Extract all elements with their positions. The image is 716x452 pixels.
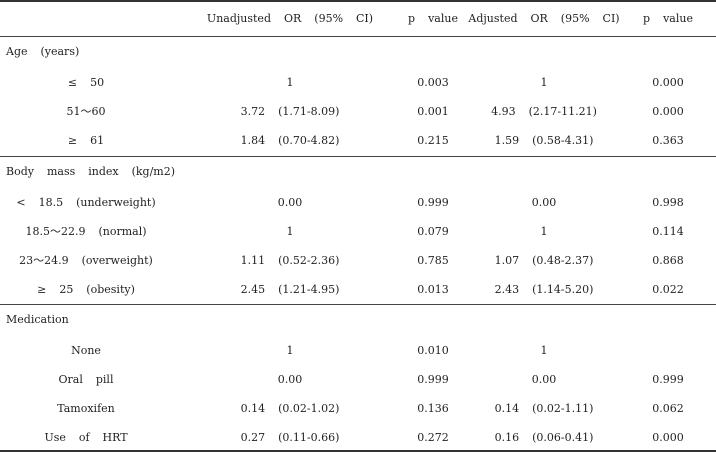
table-row: 18.5～22.9 (normal) 1 0.079 1 0.114 <box>0 217 716 246</box>
p-value-cell: 0.998 <box>652 196 684 209</box>
row-label: 18.5～22.9 (normal) <box>25 225 147 238</box>
adjusted-or-cell: 0.00 <box>531 196 557 209</box>
row-label: < 18.5 (underweight) <box>16 196 156 209</box>
table-row: Oral pill 0.00 0.999 0.00 0.999 <box>0 365 716 394</box>
unadjusted-or-cell: 1 <box>286 344 294 357</box>
p-value-cell: 0.999 <box>417 196 449 209</box>
table-row: 23～24.9 (overweight) 1.11 (0.52-2.36) 0.… <box>0 246 716 275</box>
row-label: ≤ 50 <box>67 76 105 89</box>
row-label: None <box>71 344 101 357</box>
table-row: < 18.5 (underweight) 0.00 0.999 0.00 0.9… <box>0 188 716 217</box>
unadjusted-or-cell: 0.00 <box>277 373 303 386</box>
table-row: None 1 0.010 1 <box>0 336 716 365</box>
table-row: 51～60 3.72 (1.71-8.09) 0.001 4.93 (2.17-… <box>0 97 716 126</box>
adjusted-or-cell: 1.07 (0.48-2.37) <box>494 254 594 267</box>
p-value-cell: 0.003 <box>417 76 449 89</box>
p-value-cell: 0.001 <box>417 105 449 118</box>
table-row: ≥ 61 1.84 (0.70-4.82) 0.215 1.59 (0.58-4… <box>0 126 716 155</box>
adjusted-or-cell: 0.16 (0.06-0.41) <box>494 431 594 444</box>
p-value-cell: 0.136 <box>417 402 449 415</box>
adjusted-or-cell: 1 <box>540 76 548 89</box>
p-value-cell: 0.013 <box>417 283 449 296</box>
p-value-cell <box>620 336 716 365</box>
row-label: ≥ 25 (obesity) <box>37 283 135 296</box>
p-value-cell: 0.999 <box>652 373 684 386</box>
header-p-value-1: p value <box>408 12 458 25</box>
section-title-medication: Medication <box>6 313 69 326</box>
p-value-cell: 0.868 <box>652 254 684 267</box>
table-header-row: Unadjusted OR (95% CI) p value Adjusted … <box>0 4 716 33</box>
header-rule <box>0 36 716 37</box>
unadjusted-or-cell: 0.14 (0.02-1.02) <box>240 402 340 415</box>
p-value-cell: 0.999 <box>417 373 449 386</box>
p-value-cell: 0.785 <box>417 254 449 267</box>
table-row: Tamoxifen 0.14 (0.02-1.02) 0.136 0.14 (0… <box>0 394 716 423</box>
unadjusted-or-cell: 0.27 (0.11-0.66) <box>240 431 340 444</box>
adjusted-or-cell: 1.59 (0.58-4.31) <box>494 134 594 147</box>
unadjusted-or-cell: 1.11 (0.52-2.36) <box>240 254 340 267</box>
p-value-cell: 0.114 <box>652 225 684 238</box>
row-label: Use of HRT <box>44 431 128 444</box>
p-value-cell: 0.000 <box>652 431 684 444</box>
adjusted-or-cell: 4.93 (2.17-11.21) <box>491 105 597 118</box>
adjusted-or-cell: 0.00 <box>531 373 557 386</box>
header-p-value-2: p value <box>643 12 693 25</box>
adjusted-or-cell: 1 <box>540 344 548 357</box>
section-rule <box>0 156 716 157</box>
table-row: ≤ 50 1 0.003 1 0.000 <box>0 68 716 97</box>
adjusted-or-cell: 2.43 (1.14-5.20) <box>494 283 594 296</box>
p-value-cell: 0.010 <box>417 344 449 357</box>
section-rule <box>0 304 716 305</box>
unadjusted-or-cell: 2.45 (1.21-4.95) <box>240 283 340 296</box>
table-row: ≥ 25 (obesity) 2.45 (1.21-4.95) 0.013 2.… <box>0 275 716 304</box>
row-label: Tamoxifen <box>57 402 115 415</box>
adjusted-or-cell: 0.14 (0.02-1.11) <box>494 402 594 415</box>
p-value-cell: 0.363 <box>652 134 684 147</box>
table-row: Use of HRT 0.27 (0.11-0.66) 0.272 0.16 (… <box>0 423 716 452</box>
table-bottom-rule <box>0 450 716 452</box>
p-value-cell: 0.272 <box>417 431 449 444</box>
p-value-cell: 0.000 <box>652 105 684 118</box>
unadjusted-or-cell: 1.84 (0.70-4.82) <box>240 134 340 147</box>
section-title-age: Age (years) <box>6 45 80 58</box>
p-value-cell: 0.079 <box>417 225 449 238</box>
header-unadjusted-or: Unadjusted OR (95% CI) <box>206 12 374 25</box>
row-label: ≥ 61 <box>67 134 105 147</box>
unadjusted-or-cell: 0.00 <box>277 196 303 209</box>
p-value-cell: 0.000 <box>652 76 684 89</box>
header-adjusted-or: Adjusted OR (95% CI) <box>468 12 620 25</box>
p-value-cell: 0.215 <box>417 134 449 147</box>
p-value-cell: 0.022 <box>652 283 684 296</box>
unadjusted-or-cell: 3.72 (1.71-8.09) <box>240 105 340 118</box>
table-top-rule <box>0 0 716 2</box>
row-label: Oral pill <box>58 373 114 386</box>
row-label: 23～24.9 (overweight) <box>19 254 153 267</box>
p-value-cell: 0.062 <box>652 402 684 415</box>
row-label: 51～60 <box>66 105 106 118</box>
adjusted-or-cell: 1 <box>540 225 548 238</box>
unadjusted-or-cell: 1 <box>286 225 294 238</box>
section-title-bmi: Body mass index (kg/m2) <box>6 165 176 178</box>
unadjusted-or-cell: 1 <box>286 76 294 89</box>
